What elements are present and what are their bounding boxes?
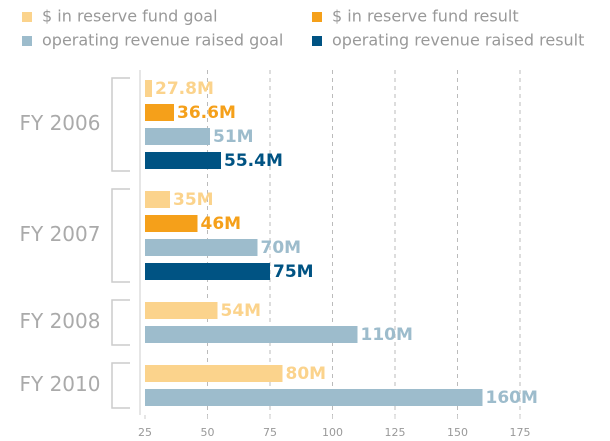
- value-label: 51M: [213, 127, 254, 147]
- legend-swatch: [312, 36, 322, 46]
- category-label: FY 2007: [20, 222, 101, 246]
- x-tick-label: 50: [201, 426, 215, 439]
- value-label: 160M: [486, 388, 538, 408]
- bar: [145, 263, 270, 280]
- x-tick-label: 25: [138, 426, 152, 439]
- group-bracket: [111, 299, 130, 346]
- bar: [145, 104, 174, 121]
- x-tick-label: 175: [510, 426, 531, 439]
- bar: [145, 215, 198, 232]
- x-tick-label: 150: [447, 426, 468, 439]
- x-tick-label: 125: [385, 426, 406, 439]
- group-bracket: [111, 77, 130, 172]
- bar: [145, 302, 218, 319]
- bar: [145, 389, 483, 406]
- value-label: 80M: [286, 364, 327, 384]
- bar: [145, 152, 221, 169]
- category-label: FY 2010: [20, 372, 101, 396]
- legend-label: operating revenue raised goal: [42, 31, 283, 50]
- group-bracket: [111, 188, 130, 283]
- category-label: FY 2006: [20, 111, 101, 135]
- x-tick-label: 100: [322, 426, 343, 439]
- legend-label: $ in reserve fund result: [332, 7, 519, 26]
- value-label: 110M: [361, 325, 413, 345]
- value-label: 46M: [201, 214, 242, 234]
- group-bracket: [111, 362, 130, 409]
- bar: [145, 326, 358, 343]
- category-label: FY 2008: [20, 309, 101, 333]
- bar: [145, 191, 170, 208]
- legend-swatch: [22, 36, 32, 46]
- bar: [145, 80, 152, 97]
- legend-label: operating revenue raised result: [332, 31, 584, 50]
- bar: [145, 128, 210, 145]
- bar: [145, 365, 283, 382]
- value-label: 55.4M: [224, 151, 283, 171]
- value-label: 75M: [273, 262, 314, 282]
- bar: [145, 239, 258, 256]
- legend-swatch: [312, 12, 322, 22]
- value-label: 36.6M: [177, 103, 236, 123]
- value-label: 70M: [261, 238, 302, 258]
- legend-label: $ in reserve fund goal: [42, 7, 218, 26]
- value-label: 27.8M: [155, 79, 214, 99]
- value-label: 35M: [173, 190, 214, 210]
- value-label: 54M: [221, 301, 262, 321]
- legend-swatch: [22, 12, 32, 22]
- x-tick-label: 75: [263, 426, 277, 439]
